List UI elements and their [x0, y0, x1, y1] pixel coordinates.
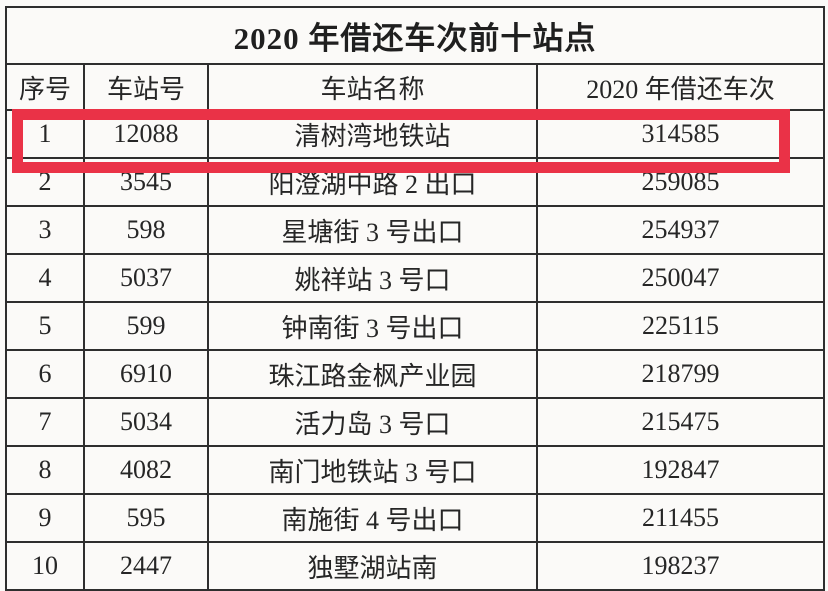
station-id-cell: 598 — [83, 205, 209, 255]
table-row: 9 595 南施街 4 号出口 211455 — [5, 493, 825, 543]
table-row: 8 4082 南门地铁站 3 号口 192847 — [5, 445, 825, 495]
rides-count-cell: 259085 — [536, 157, 825, 207]
station-id-cell: 599 — [83, 301, 209, 351]
station-name-cell: 活力岛 3 号口 — [207, 397, 538, 447]
station-id-cell: 2447 — [83, 541, 209, 591]
rides-count-cell: 215475 — [536, 397, 825, 447]
station-name-cell: 南门地铁站 3 号口 — [207, 445, 538, 495]
column-header-rides-2020: 2020 年借还车次 — [536, 63, 825, 111]
station-name-cell: 独墅湖站南 — [207, 541, 538, 591]
station-id-cell: 595 — [83, 493, 209, 543]
table-row: 3 598 星塘街 3 号出口 254937 — [5, 205, 825, 255]
table-row: 10 2447 独墅湖站南 198237 — [5, 541, 825, 591]
rides-count-cell: 211455 — [536, 493, 825, 543]
station-id-cell: 6910 — [83, 349, 209, 399]
rank-cell: 4 — [5, 253, 85, 303]
station-name-cell: 珠江路金枫产业园 — [207, 349, 538, 399]
rank-cell: 3 — [5, 205, 85, 255]
column-header-rank: 序号 — [5, 63, 85, 111]
rank-cell: 6 — [5, 349, 85, 399]
table-row: 6 6910 珠江路金枫产业园 218799 — [5, 349, 825, 399]
rank-cell: 7 — [5, 397, 85, 447]
table-row: 4 5037 姚祥站 3 号口 250047 — [5, 253, 825, 303]
title-row: 2020 年借还车次前十站点 — [5, 6, 825, 65]
column-header-station-name: 车站名称 — [207, 63, 538, 111]
rides-count-cell: 192847 — [536, 445, 825, 495]
station-id-cell: 3545 — [83, 157, 209, 207]
rank-cell: 9 — [5, 493, 85, 543]
header-row: 序号 车站号 车站名称 2020 年借还车次 — [5, 63, 825, 111]
table-title: 2020 年借还车次前十站点 — [5, 6, 825, 65]
rides-count-cell: 314585 — [536, 109, 825, 159]
station-name-cell: 星塘街 3 号出口 — [207, 205, 538, 255]
rides-count-cell: 225115 — [536, 301, 825, 351]
column-header-station-id: 车站号 — [83, 63, 209, 111]
rank-cell: 10 — [5, 541, 85, 591]
station-id-cell: 12088 — [83, 109, 209, 159]
rank-cell: 1 — [5, 109, 85, 159]
station-name-cell: 钟南街 3 号出口 — [207, 301, 538, 351]
station-name-cell: 阳澄湖中路 2 出口 — [207, 157, 538, 207]
station-id-cell: 4082 — [83, 445, 209, 495]
rides-count-cell: 198237 — [536, 541, 825, 591]
table-row-highlighted: 1 12088 清树湾地铁站 314585 — [5, 109, 825, 159]
rank-cell: 5 — [5, 301, 85, 351]
table-row: 7 5034 活力岛 3 号口 215475 — [5, 397, 825, 447]
table-row: 2 3545 阳澄湖中路 2 出口 259085 — [5, 157, 825, 207]
station-name-cell: 南施街 4 号出口 — [207, 493, 538, 543]
station-id-cell: 5034 — [83, 397, 209, 447]
station-id-cell: 5037 — [83, 253, 209, 303]
rides-count-cell: 254937 — [536, 205, 825, 255]
station-name-cell: 清树湾地铁站 — [207, 109, 538, 159]
rides-count-cell: 250047 — [536, 253, 825, 303]
table-body: 1 12088 清树湾地铁站 314585 2 3545 阳澄湖中路 2 出口 259085 3… — [5, 109, 825, 591]
document-sheet: 2020 年借还车次前十站点 序号 车站号 车站名称 2020 年借还车次 1 1208… — [5, 6, 825, 591]
top10-stations-table: 2020 年借还车次前十站点 序号 车站号 车站名称 2020 年借还车次 1 1208… — [5, 6, 825, 591]
rank-cell: 2 — [5, 157, 85, 207]
rides-count-cell: 218799 — [536, 349, 825, 399]
table-row: 5 599 钟南街 3 号出口 225115 — [5, 301, 825, 351]
rank-cell: 8 — [5, 445, 85, 495]
station-name-cell: 姚祥站 3 号口 — [207, 253, 538, 303]
